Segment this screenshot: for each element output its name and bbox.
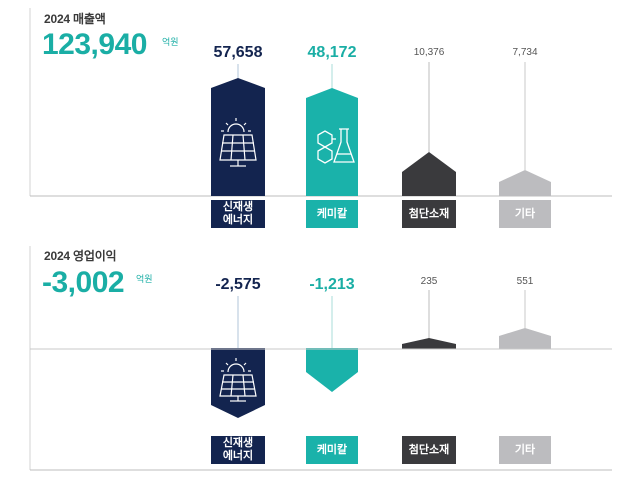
profit-total: -3,002 xyxy=(42,266,125,299)
revenue-value-chemical: 48,172 xyxy=(307,44,357,61)
profit-bar-other xyxy=(499,328,551,349)
label-energy-line1: 신재생 xyxy=(222,201,254,213)
label-energy-line1: 신재생 xyxy=(222,437,254,449)
profit-bar-energy xyxy=(211,348,265,418)
revenue-title: 2024 매출액 xyxy=(44,12,106,26)
profit-value-advanced: 235 xyxy=(420,276,438,287)
revenue-bar-other xyxy=(499,170,551,196)
solar-panel-icon xyxy=(219,358,257,402)
revenue-label-advanced: 첨단소재 xyxy=(402,200,456,228)
revenue-bar-energy xyxy=(211,78,265,196)
revenue-value-other: 7,734 xyxy=(512,47,538,58)
profit-label-advanced: 첨단소재 xyxy=(402,436,456,464)
profit-value-other: 551 xyxy=(516,276,534,287)
label-energy-line2: 에너지 xyxy=(222,450,254,462)
chemistry-flask-icon xyxy=(317,128,355,164)
revenue-value-advanced: 10,376 xyxy=(413,47,445,58)
revenue-value-energy: 57,658 xyxy=(213,44,263,61)
solar-panel-icon xyxy=(219,118,257,167)
revenue-unit: 억원 xyxy=(162,37,179,47)
revenue-total: 123,940 xyxy=(42,28,147,61)
profit-value-chemical: -1,213 xyxy=(309,276,355,293)
profit-bar-chemical xyxy=(306,348,358,392)
revenue-label-energy: 신재생 에너지 xyxy=(211,200,265,228)
profit-unit: 억원 xyxy=(136,274,153,284)
profit-label-other: 기타 xyxy=(499,436,551,464)
revenue-label-chemical: 케미칼 xyxy=(306,200,358,228)
profit-bar-advanced xyxy=(402,338,456,349)
profit-label-energy: 신재생 에너지 xyxy=(211,436,265,464)
revenue-bar-advanced xyxy=(402,152,456,196)
profit-label-chemical: 케미칼 xyxy=(306,436,358,464)
revenue-label-other: 기타 xyxy=(499,200,551,228)
profit-value-energy: -2,575 xyxy=(215,276,261,293)
label-energy-line2: 에너지 xyxy=(222,214,254,226)
profit-title: 2024 영업이익 xyxy=(44,249,117,263)
